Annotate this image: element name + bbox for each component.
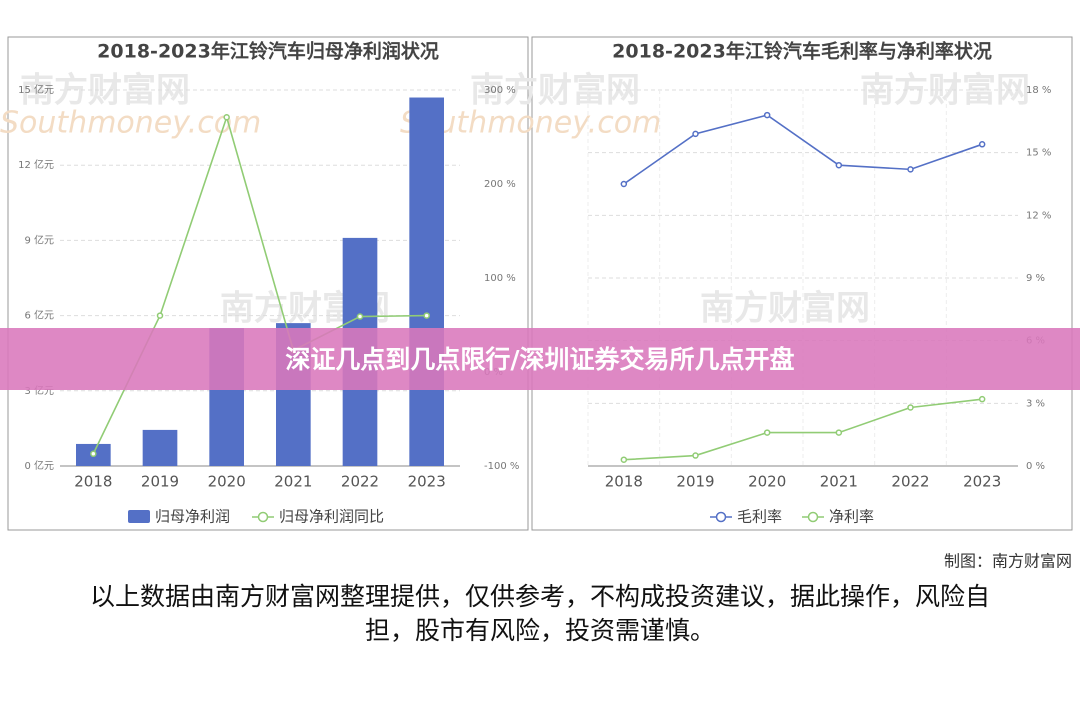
watermark: Southmoney.com bbox=[0, 106, 261, 141]
point bbox=[620, 180, 628, 188]
y-tick-label: 0 亿元 bbox=[24, 459, 54, 472]
y2-tick-label: 200 % bbox=[484, 179, 516, 190]
point bbox=[90, 450, 97, 458]
legend-label: 归母净利润同比 bbox=[279, 508, 384, 526]
bar bbox=[142, 429, 178, 466]
chart-title: 2018-2023年江铃汽车归母净利润状况 bbox=[97, 40, 439, 63]
y-tick-label: 6 亿元 bbox=[24, 309, 54, 322]
watermarks: 南方财富网 Southmoney.com 南方财富网 Southmoney.co… bbox=[0, 71, 1030, 329]
x-tick-label: 2018 bbox=[74, 473, 112, 491]
point bbox=[223, 114, 230, 121]
watermark: 南方财富网 bbox=[700, 289, 870, 329]
panel-frame bbox=[531, 36, 1073, 531]
x-tick-label: 2020 bbox=[208, 473, 246, 491]
line bbox=[623, 398, 983, 461]
legend-swatch bbox=[257, 511, 269, 523]
y2-tick-label: 100 % bbox=[484, 273, 516, 284]
x-tick-label: 2022 bbox=[891, 473, 929, 491]
y-tick-label: 3 % bbox=[1026, 398, 1045, 409]
x-tick-label: 2018 bbox=[605, 473, 643, 491]
point bbox=[763, 111, 771, 119]
point bbox=[978, 395, 986, 403]
point bbox=[763, 429, 771, 436]
legend-swatch bbox=[807, 511, 819, 523]
point bbox=[156, 312, 164, 319]
point bbox=[692, 452, 699, 459]
x-tick-label: 2020 bbox=[748, 473, 786, 491]
legend-label: 毛利率 bbox=[737, 508, 782, 526]
x-tick-label: 2023 bbox=[963, 473, 1001, 491]
credit: 制图：南方财富网 bbox=[944, 552, 1072, 571]
banner: 深证几点到几点限行/深圳证券交易所几点开盘 bbox=[285, 345, 794, 374]
x-tick-label: 2023 bbox=[408, 473, 446, 491]
chart-title: 2018-2023年江铃汽车毛利率与净利率状况 bbox=[612, 40, 992, 63]
point bbox=[620, 456, 628, 463]
legend-label: 归母净利润 bbox=[155, 508, 230, 526]
y-tick-label: 18 % bbox=[1026, 85, 1051, 96]
point bbox=[835, 429, 843, 436]
y-tick-label: 15 % bbox=[1026, 148, 1051, 159]
y-tick-label: 15 亿元 bbox=[18, 83, 54, 96]
x-tick-label: 2021 bbox=[820, 473, 858, 491]
point bbox=[907, 404, 914, 411]
legend-label: 净利率 bbox=[829, 508, 874, 526]
disclaimer: 以上数据由南方财富网整理提供，仅供参考，不构成投资建议，据此操作，风险自担，股市… bbox=[89, 582, 990, 645]
y2-tick-label: 300 % bbox=[484, 85, 516, 96]
panel-frame bbox=[7, 36, 529, 531]
point bbox=[423, 312, 430, 319]
legend-swatch bbox=[715, 511, 727, 523]
point bbox=[356, 313, 364, 320]
point bbox=[835, 161, 843, 169]
x-tick-label: 2021 bbox=[274, 473, 312, 491]
y2-tick-label: -100 % bbox=[484, 461, 519, 472]
bar bbox=[409, 97, 444, 467]
point bbox=[978, 141, 986, 148]
banner-bg bbox=[0, 328, 1080, 390]
point bbox=[907, 166, 914, 173]
x-tick-label: 2019 bbox=[676, 473, 714, 491]
y-tick-label: 0 % bbox=[1026, 461, 1045, 472]
legend-swatch bbox=[128, 510, 150, 523]
y-tick-label: 12 % bbox=[1026, 210, 1051, 221]
point bbox=[692, 130, 699, 138]
y-tick-label: 9 亿元 bbox=[24, 233, 54, 246]
line bbox=[623, 114, 983, 185]
x-tick-label: 2022 bbox=[341, 473, 379, 491]
y-tick-label: 12 亿元 bbox=[18, 158, 54, 171]
y-tick-label: 9 % bbox=[1026, 273, 1045, 284]
x-tick-label: 2019 bbox=[141, 473, 179, 491]
